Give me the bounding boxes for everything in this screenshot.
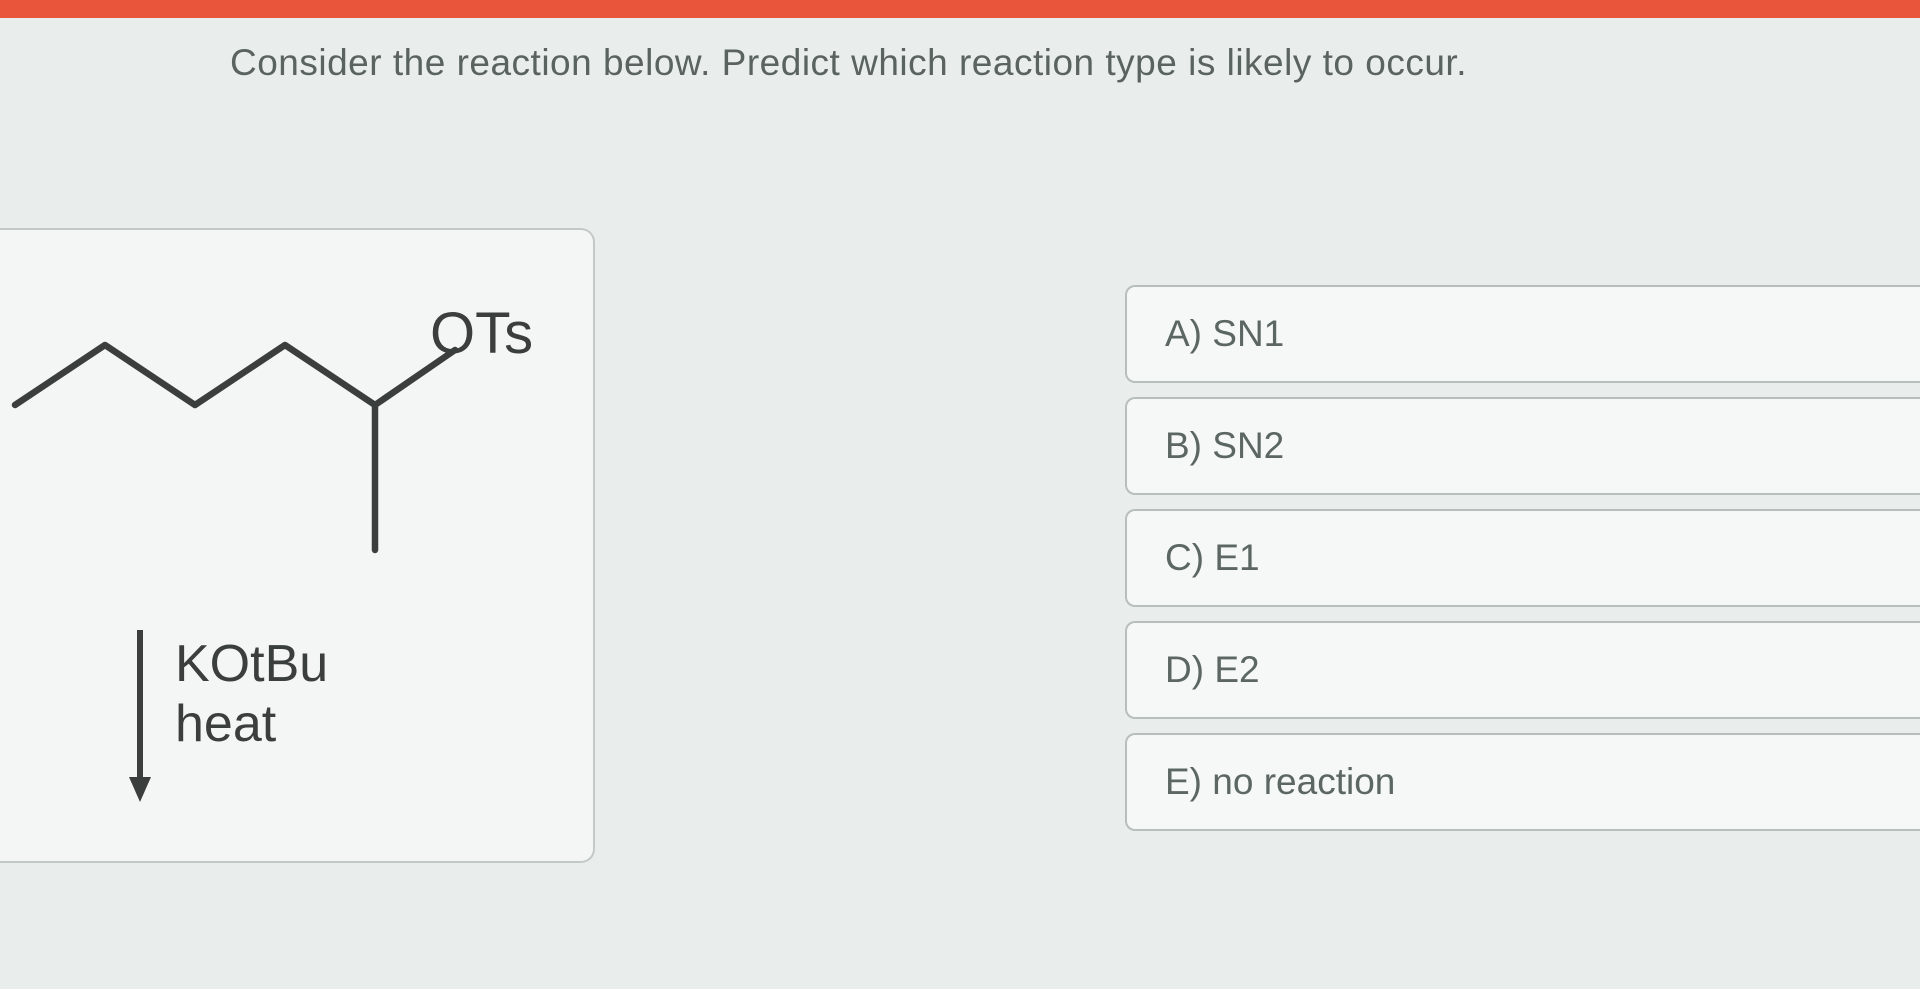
answer-option-a[interactable]: A) SN1 [1125, 285, 1920, 383]
answer-option-e[interactable]: E) no reaction [1125, 733, 1920, 831]
molecule-panel: OTs KOtBu heat [0, 228, 595, 863]
question-prompt: Consider the reaction below. Predict whi… [230, 42, 1467, 84]
reagent-line-1: KOtBu [175, 635, 328, 695]
answer-label: B) SN2 [1165, 425, 1284, 467]
answer-label: A) SN1 [1165, 313, 1284, 355]
reaction-arrow [120, 625, 160, 825]
answer-option-c[interactable]: C) E1 [1125, 509, 1920, 607]
top-accent-bar [0, 0, 1920, 18]
answer-option-d[interactable]: D) E2 [1125, 621, 1920, 719]
answer-label: E) no reaction [1165, 761, 1395, 803]
reagent-conditions: KOtBu heat [175, 635, 328, 755]
leaving-group-label: OTs [430, 300, 533, 367]
answer-label: D) E2 [1165, 649, 1260, 691]
answer-label: C) E1 [1165, 537, 1260, 579]
reagent-line-2: heat [175, 695, 328, 755]
answer-option-b[interactable]: B) SN2 [1125, 397, 1920, 495]
answer-list: A) SN1 B) SN2 C) E1 D) E2 E) no reaction [1125, 285, 1920, 831]
